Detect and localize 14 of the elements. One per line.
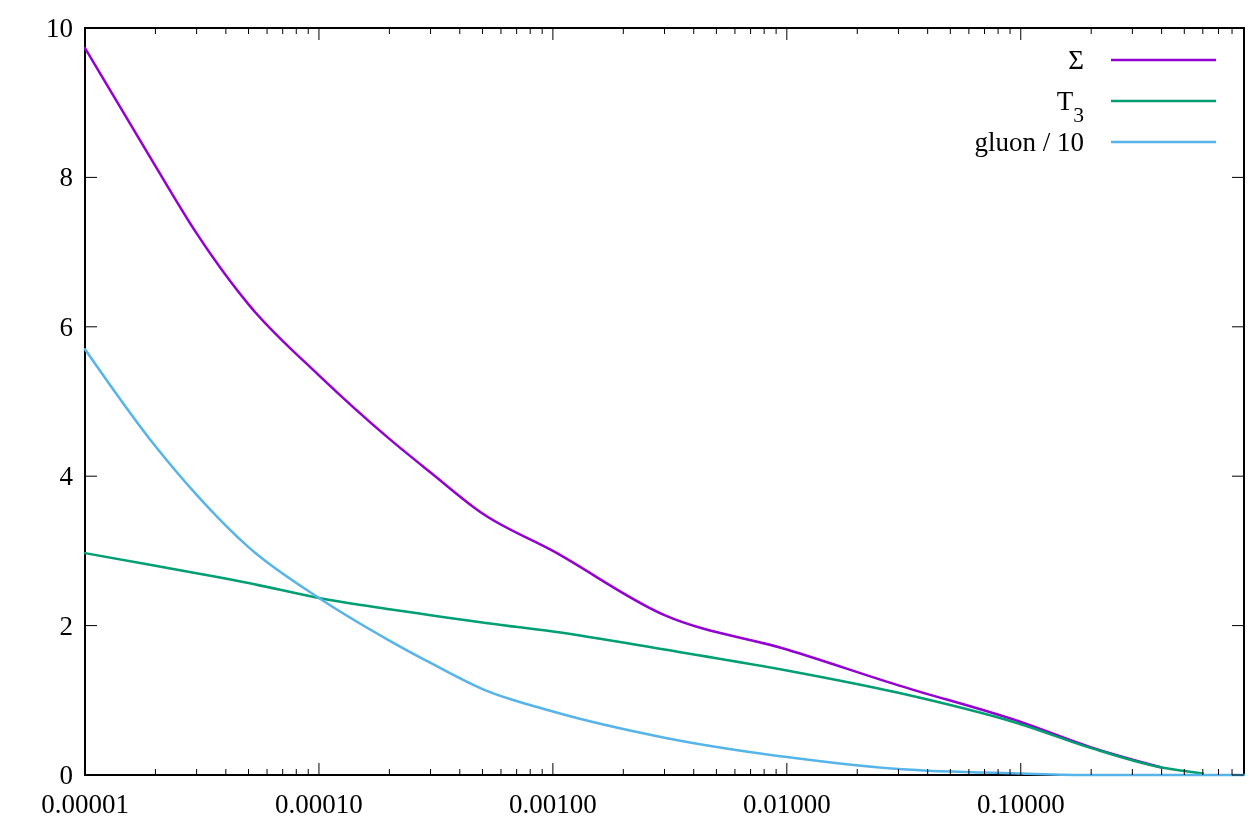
y-tick-label: 2 bbox=[59, 610, 73, 641]
x-tick-label: 0.00010 bbox=[275, 789, 363, 819]
legend-label: T$_{3}$ bbox=[1056, 86, 1084, 127]
x-tick-label: 0.00100 bbox=[509, 789, 597, 819]
y-tick-label: 10 bbox=[46, 13, 73, 43]
y-tick-label: 6 bbox=[59, 311, 73, 342]
x-tick-label: 0.00001 bbox=[41, 789, 129, 819]
y-tick-label: 8 bbox=[59, 162, 73, 193]
legend-label: Σ bbox=[1068, 45, 1084, 75]
y-tick-label: 0 bbox=[59, 760, 73, 790]
x-tick-label: 0.01000 bbox=[742, 789, 831, 819]
legend-label: gluon / 10 bbox=[974, 127, 1084, 157]
x-tick-label: 0.10000 bbox=[976, 789, 1065, 819]
y-tick-label: 4 bbox=[59, 461, 74, 492]
